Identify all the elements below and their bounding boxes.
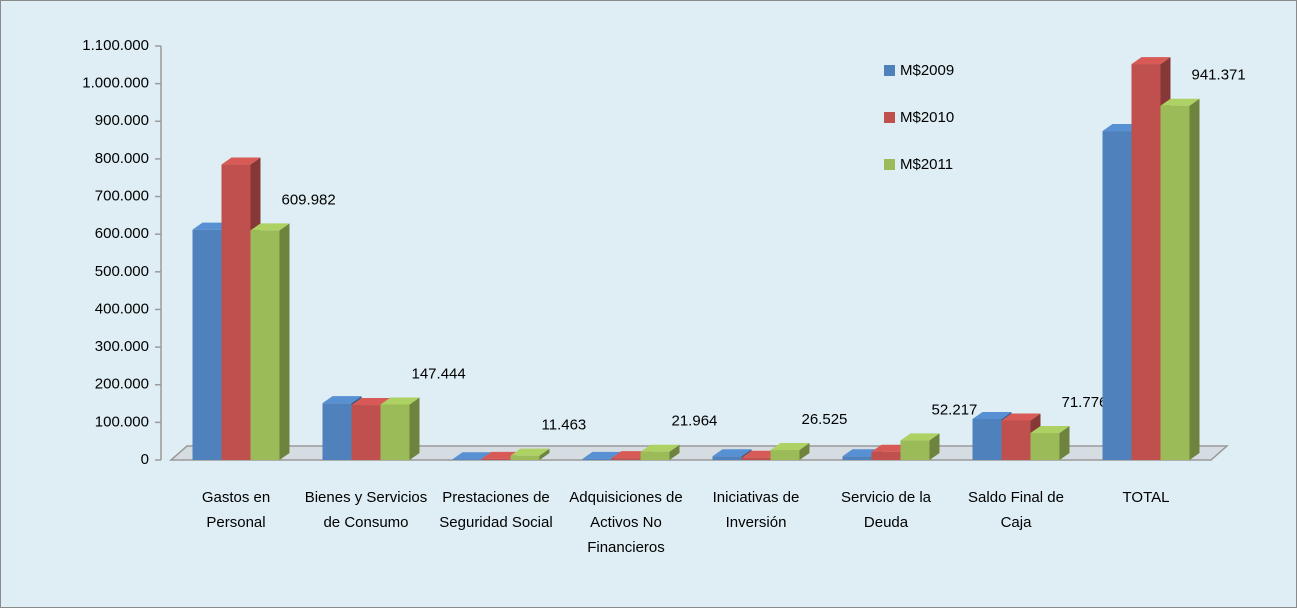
y-tick-label: 600.000 xyxy=(95,225,149,242)
y-tick-label: 100.000 xyxy=(95,413,149,430)
bar xyxy=(1160,105,1190,461)
bar-top xyxy=(1131,57,1171,65)
bar-top xyxy=(322,396,362,404)
bar-top xyxy=(1001,413,1041,421)
x-tick-label: Saldo Final de Caja xyxy=(968,489,1064,531)
value-label: 11.463 xyxy=(542,417,587,434)
bar xyxy=(900,440,930,460)
y-tick-label: 0 xyxy=(141,451,149,468)
bar xyxy=(221,164,251,460)
bar xyxy=(712,456,742,460)
bar xyxy=(1102,131,1132,461)
bar xyxy=(192,229,222,460)
bar-top xyxy=(452,452,492,460)
x-tick-label: TOTAL xyxy=(1122,489,1170,506)
legend-label: M$2010 xyxy=(900,109,954,126)
y-tick-label: 900.000 xyxy=(95,112,149,129)
y-tick-label: 700.000 xyxy=(95,188,149,205)
x-tick-label: Prestaciones de Seguridad Social xyxy=(439,489,553,531)
bar-side xyxy=(279,223,290,460)
y-tick-label: 500.000 xyxy=(95,263,149,280)
y-tick-label: 1.000.000 xyxy=(82,75,149,92)
bar xyxy=(770,450,800,460)
legend-swatch xyxy=(884,159,895,170)
bar xyxy=(351,405,381,460)
bar-top xyxy=(770,443,810,451)
bar xyxy=(582,458,612,460)
x-tick-label: Servicio de la Deuda xyxy=(840,489,932,531)
bar xyxy=(640,451,670,460)
bar-side xyxy=(669,444,680,460)
y-tick-label: 300.000 xyxy=(95,338,149,355)
y-tick-label: 400.000 xyxy=(95,300,149,317)
bar-side xyxy=(1189,98,1200,461)
x-tick-label: Adquisiciones de Activos No Financieros xyxy=(569,489,683,556)
bar-top xyxy=(380,397,420,405)
x-tick-label: Bienes y Servicios de Consumo xyxy=(304,489,428,531)
value-label: 52.217 xyxy=(932,401,978,418)
bar xyxy=(510,455,540,460)
bar xyxy=(611,458,641,460)
value-label: 21.964 xyxy=(672,413,718,430)
bar-top xyxy=(900,433,940,441)
bar xyxy=(1131,64,1161,460)
bar-top xyxy=(972,411,1012,419)
bar xyxy=(972,418,1002,460)
bar xyxy=(322,403,352,460)
bar xyxy=(380,404,410,460)
value-label: 941.371 xyxy=(1192,67,1246,84)
bar xyxy=(1030,432,1060,460)
y-tick-label: 200.000 xyxy=(95,376,149,393)
bar xyxy=(842,456,872,460)
x-tick-label: Iniciativas de Inversión xyxy=(712,489,800,531)
bar-side xyxy=(1059,425,1070,460)
bar-top xyxy=(1160,98,1200,106)
bar xyxy=(481,458,511,460)
bar-top xyxy=(221,157,261,165)
bar-top xyxy=(1030,425,1070,433)
bar-side xyxy=(799,443,810,460)
legend-label: M$2009 xyxy=(900,62,954,79)
bar xyxy=(250,230,280,460)
value-label: 26.525 xyxy=(802,411,848,428)
value-label: 147.444 xyxy=(412,365,466,382)
y-tick-label: 1.100.000 xyxy=(82,37,149,54)
x-tick-label: Gastos en Personal xyxy=(201,489,271,531)
bar-top xyxy=(582,451,622,459)
legend-swatch xyxy=(884,112,895,123)
bar-top xyxy=(351,398,391,406)
bar-top xyxy=(640,444,680,452)
value-label: 609.982 xyxy=(282,191,336,208)
legend-label: M$2011 xyxy=(900,156,953,173)
bar-side xyxy=(409,397,420,460)
value-label: 71.776 xyxy=(1062,394,1108,411)
bar-side xyxy=(539,448,550,460)
bar xyxy=(452,459,482,460)
bar xyxy=(741,457,771,460)
bar-top xyxy=(250,223,290,231)
y-tick-label: 800.000 xyxy=(95,150,149,167)
bar-top xyxy=(712,449,752,457)
bar xyxy=(871,451,901,460)
bar-side xyxy=(929,433,940,460)
bar-top xyxy=(510,448,550,456)
legend-swatch xyxy=(884,65,895,76)
bar xyxy=(1001,420,1031,460)
